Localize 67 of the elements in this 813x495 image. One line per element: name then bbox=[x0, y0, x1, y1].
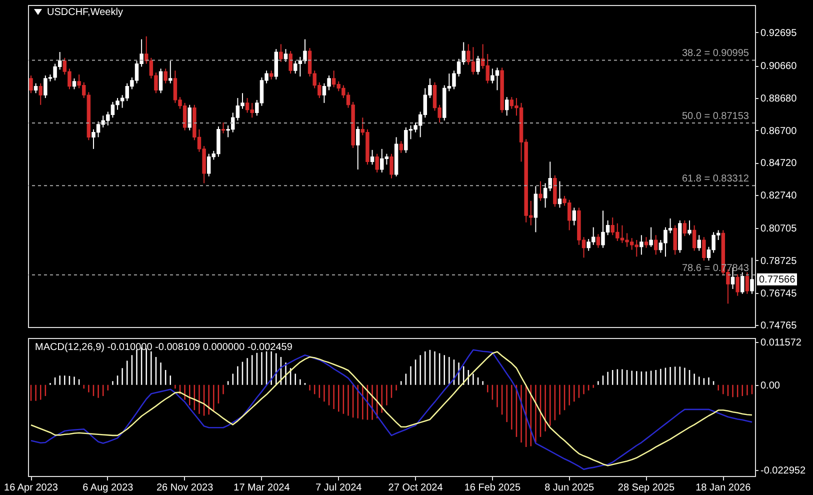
chart-title: MACD(12,26,9) -0.010000 -0.008109 0.000000 -0.002459 bbox=[35, 342, 293, 353]
ref-line-label: 38.2 = 0.90995 bbox=[682, 48, 750, 60]
x-tick-label: 16 Feb 2025 bbox=[464, 482, 521, 494]
candlestick bbox=[164, 68, 168, 84]
y-tick-label: 0.76745 bbox=[760, 288, 798, 300]
y-tick-label: 0.78725 bbox=[760, 256, 798, 267]
candlestick bbox=[702, 236, 706, 262]
candlestick bbox=[168, 60, 172, 84]
candlestick bbox=[284, 48, 288, 62]
candlestick bbox=[682, 220, 687, 237]
candlestick bbox=[644, 236, 648, 248]
candlestick bbox=[34, 82, 38, 94]
y-tick-label: 0.84720 bbox=[760, 158, 798, 170]
candlestick bbox=[375, 153, 379, 173]
candlestick bbox=[745, 272, 750, 294]
candlestick bbox=[640, 234, 644, 256]
candlestick bbox=[692, 224, 696, 252]
x-tick-label: 18 Jan 2026 bbox=[696, 482, 752, 494]
x-tick-label: 28 Sep 2025 bbox=[618, 482, 676, 494]
y-tick-label: 0.82740 bbox=[760, 190, 798, 202]
x-tick-label: 26 Nov 2023 bbox=[156, 482, 214, 494]
candlestick bbox=[654, 234, 658, 256]
y-tick-label: 0.011572 bbox=[760, 337, 802, 348]
x-tick-label: 6 Aug 2023 bbox=[82, 482, 134, 494]
candlestick bbox=[688, 220, 692, 236]
y-tick-label: 0.88680 bbox=[760, 94, 798, 105]
candlestick bbox=[29, 75, 33, 94]
y-tick-label: 0.00 bbox=[760, 380, 780, 392]
candlestick bbox=[697, 234, 701, 252]
chart-title: USDCHF,Weekly bbox=[47, 7, 123, 18]
x-tick-label: 8 Jun 2025 bbox=[544, 482, 595, 494]
candlestick bbox=[38, 82, 42, 106]
candlestick bbox=[538, 180, 542, 202]
candlestick bbox=[649, 226, 653, 248]
ref-line-label: 50.0 = 0.87153 bbox=[682, 110, 750, 122]
candlestick bbox=[750, 257, 754, 294]
text: 0.77566 bbox=[759, 274, 796, 286]
candlestick bbox=[572, 207, 576, 226]
candlestick bbox=[370, 149, 374, 166]
candlestick bbox=[221, 122, 226, 134]
candlestick bbox=[356, 126, 360, 170]
x-tick-label: 16 Apr 2023 bbox=[4, 482, 58, 494]
candlestick bbox=[534, 186, 538, 233]
x-tick-label: 7 Jul 2024 bbox=[316, 482, 362, 494]
candlestick bbox=[476, 55, 480, 76]
candlestick bbox=[279, 44, 283, 62]
y-tick-label: -0.022952 bbox=[760, 466, 806, 477]
y-tick-label: 0.86700 bbox=[760, 126, 798, 137]
candlestick bbox=[673, 224, 677, 256]
candlestick bbox=[740, 272, 744, 294]
candlestick bbox=[158, 68, 163, 94]
candlestick bbox=[736, 274, 740, 296]
candlestick bbox=[390, 153, 394, 179]
y-tick-label: 0.90660 bbox=[760, 61, 798, 72]
candlestick bbox=[504, 96, 509, 116]
y-tick-label: 0.92695 bbox=[760, 28, 798, 39]
y-tick-label: 0.74765 bbox=[760, 320, 798, 332]
candlestick bbox=[596, 234, 600, 248]
y-tick-label: 0.80705 bbox=[760, 224, 798, 235]
candlestick bbox=[188, 104, 192, 131]
x-tick-label: 27 Oct 2024 bbox=[388, 482, 444, 494]
candlestick bbox=[558, 180, 562, 208]
x-tick-label: 17 Mar 2024 bbox=[234, 482, 290, 494]
candlestick bbox=[399, 140, 403, 154]
candlestick bbox=[288, 50, 292, 74]
candlestick bbox=[72, 78, 76, 90]
ref-line-label: 61.8 = 0.83312 bbox=[682, 174, 750, 185]
